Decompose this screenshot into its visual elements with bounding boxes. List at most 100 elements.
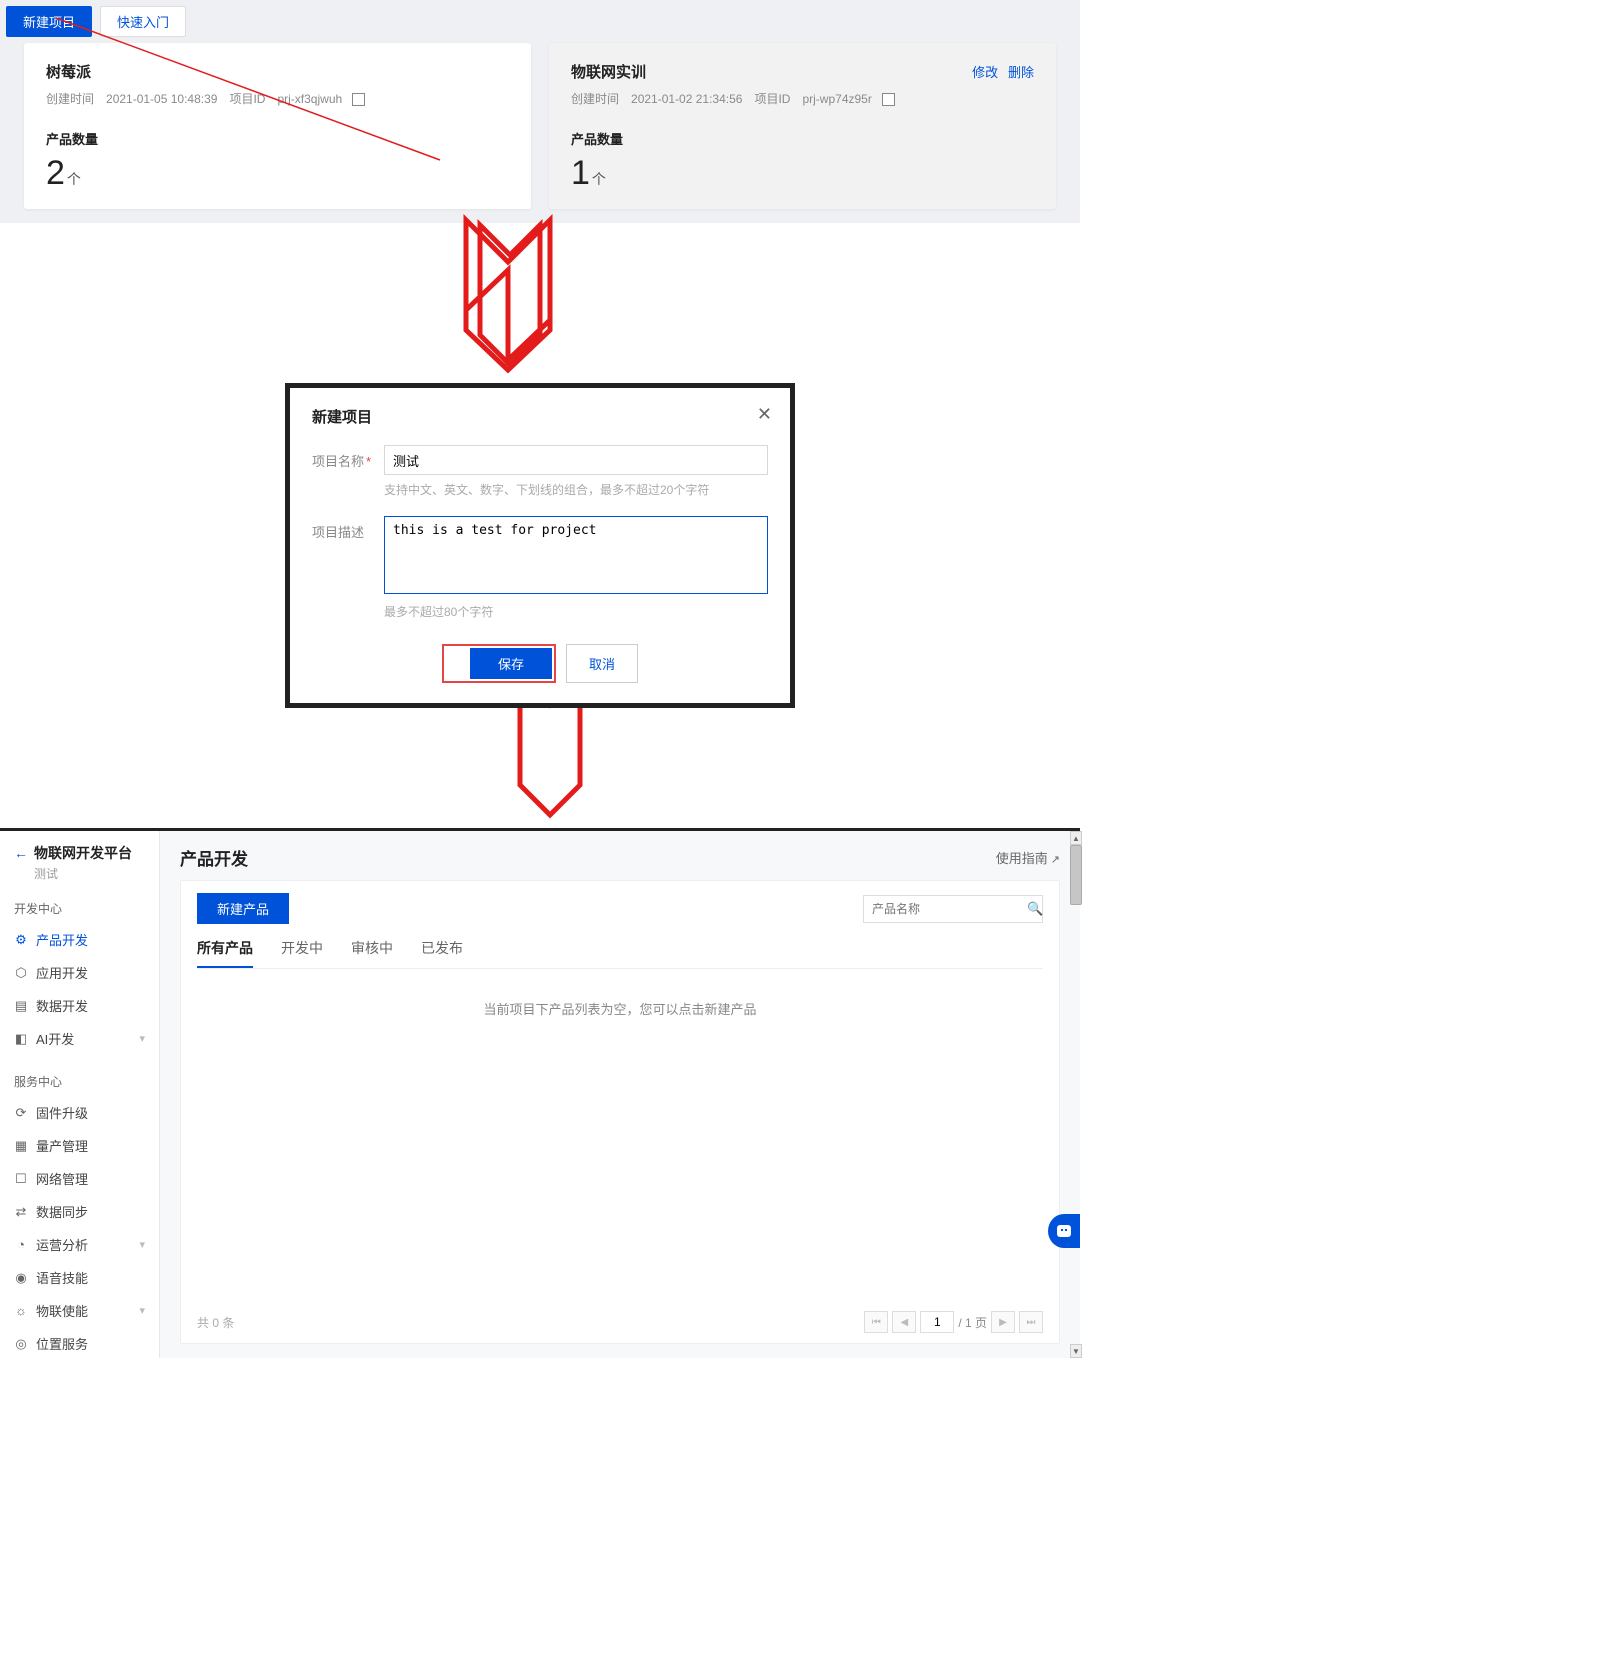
search-input[interactable] — [872, 902, 1027, 916]
page-prev-button[interactable]: ◀ — [892, 1311, 916, 1333]
sidebar-item[interactable]: ☐ 网络管理 — [0, 1162, 159, 1195]
pager: ⏮ ◀ / 1 页 ▶ ⏭ — [864, 1311, 1043, 1333]
sidebar-item[interactable]: ◔ 运营分析 ▾ — [0, 1228, 159, 1261]
main-area: 产品开发 使用指南↗ 新建产品 🔍 所有产品开发中审核中已发布 当前项目下产品列… — [160, 831, 1080, 1358]
nav-icon: ⇄ — [14, 1204, 28, 1220]
sidebar-item[interactable]: ▤数据开发 — [0, 989, 159, 1022]
nav-icon: ◔ — [14, 1237, 28, 1252]
page-first-button[interactable]: ⏮ — [864, 1311, 888, 1333]
product-count: 2 — [46, 154, 65, 192]
delete-link[interactable]: 删除 — [1008, 65, 1034, 80]
project-id: prj-xf3qjwuh — [277, 92, 342, 106]
nav-group-dev: 开发中心 — [0, 900, 159, 923]
project-title: 物联网实训 — [571, 61, 646, 82]
search-icon[interactable]: 🔍 — [1027, 901, 1043, 917]
nav-icon: ⬡ — [14, 965, 28, 981]
total-count: 0 — [212, 1316, 219, 1330]
project-id-label: 项目ID — [229, 90, 265, 107]
save-highlight-annotation: 保存 — [442, 644, 556, 683]
sidebar-item-label: 产品开发 — [36, 930, 88, 949]
edit-link[interactable]: 修改 — [972, 65, 998, 80]
external-link-icon: ↗ — [1051, 854, 1060, 866]
platform-subtitle: 测试 — [0, 863, 159, 882]
page-total: / 1 页 — [958, 1314, 987, 1331]
chevron-down-icon: ▾ — [139, 1032, 145, 1045]
sidebar-item-label: 量产管理 — [36, 1136, 88, 1155]
sidebar-item[interactable]: ⟳ 固件升级 — [0, 1096, 159, 1129]
created-label: 创建时间 — [46, 90, 94, 107]
platform-page: ← 物联网开发平台 测试 开发中心 ⚙产品开发⬡应用开发▤数据开发◧AI开发▾ … — [0, 828, 1080, 1358]
back-arrow-icon[interactable]: ← — [14, 845, 28, 861]
product-count: 1 — [571, 154, 590, 192]
sidebar-item[interactable]: ◉ 语音技能 — [0, 1261, 159, 1294]
projects-panel: 新建项目 快速入门 树莓派 创建时间 2021-01-05 10:48:39 项… — [0, 0, 1080, 223]
project-title: 树莓派 — [46, 61, 91, 82]
nav-icon: ☼ — [14, 1303, 28, 1318]
scroll-up-button[interactable]: ▲ — [1070, 831, 1082, 845]
product-tab[interactable]: 开发中 — [281, 938, 323, 968]
sidebar-item[interactable]: ⇄ 数据同步 — [0, 1195, 159, 1228]
product-count-label: 产品数量 — [46, 129, 509, 148]
page-last-button[interactable]: ⏭ — [1019, 1311, 1043, 1333]
total-unit: 条 — [222, 1316, 234, 1330]
product-tab[interactable]: 已发布 — [421, 938, 463, 968]
product-count-label: 产品数量 — [571, 129, 1034, 148]
close-icon[interactable]: ✕ — [757, 404, 772, 425]
page-title: 产品开发 — [180, 845, 248, 870]
project-card[interactable]: 树莓派 创建时间 2021-01-05 10:48:39 项目ID prj-xf… — [24, 43, 531, 209]
nav-icon: ▦ — [14, 1138, 28, 1154]
guide-link[interactable]: 使用指南↗ — [996, 848, 1060, 867]
created-label: 创建时间 — [571, 90, 619, 107]
modal-title: 新建项目 — [312, 406, 768, 427]
scrollbar[interactable]: ▲ ▼ — [1070, 831, 1084, 1358]
sidebar-item-label: AI开发 — [36, 1029, 74, 1048]
nav-icon: ☐ — [14, 1171, 28, 1187]
new-project-button[interactable]: 新建项目 — [6, 6, 92, 37]
created-time: 2021-01-02 21:34:56 — [631, 92, 742, 106]
desc-hint: 最多不超过80个字符 — [384, 603, 768, 620]
count-unit: 个 — [67, 171, 81, 187]
page-next-button[interactable]: ▶ — [991, 1311, 1015, 1333]
save-button[interactable]: 保存 — [470, 648, 552, 679]
nav-icon: ◎ — [14, 1336, 28, 1352]
sidebar-item-label: 物联使能 — [36, 1301, 88, 1320]
page-input[interactable] — [920, 1311, 954, 1333]
project-name-input[interactable] — [384, 445, 768, 475]
cancel-button[interactable]: 取消 — [566, 644, 638, 683]
scroll-thumb[interactable] — [1070, 845, 1082, 905]
created-time: 2021-01-05 10:48:39 — [106, 92, 217, 106]
project-card[interactable]: 物联网实训 修改 删除 创建时间 2021-01-02 21:34:56 项目I… — [549, 43, 1056, 209]
sidebar-item[interactable]: ◎ 位置服务 — [0, 1327, 159, 1360]
sidebar-item-label: 位置服务 — [36, 1334, 88, 1353]
nav-icon: ◧ — [14, 1031, 28, 1047]
sidebar-item-label: 固件升级 — [36, 1103, 88, 1122]
product-tab[interactable]: 所有产品 — [197, 938, 253, 968]
new-product-button[interactable]: 新建产品 — [197, 893, 289, 924]
chevron-down-icon: ▾ — [139, 1304, 145, 1317]
search-box: 🔍 — [863, 895, 1043, 923]
project-desc-input[interactable] — [384, 516, 768, 594]
copy-icon[interactable] — [884, 95, 895, 106]
nav-group-svc: 服务中心 — [0, 1073, 159, 1096]
total-label: 共 — [197, 1316, 209, 1330]
name-hint: 支持中文、英文、数字、下划线的组合，最多不超过20个字符 — [384, 481, 768, 498]
chevron-down-icon: ▾ — [139, 1238, 145, 1251]
side-nav: ← 物联网开发平台 测试 开发中心 ⚙产品开发⬡应用开发▤数据开发◧AI开发▾ … — [0, 831, 160, 1358]
sidebar-item[interactable]: ◧ AI开发 ▾ — [0, 1022, 159, 1055]
sidebar-item-label: 运营分析 — [36, 1235, 88, 1254]
sidebar-item-label: 网络管理 — [36, 1169, 88, 1188]
sidebar-item[interactable]: ⬡应用开发 — [0, 956, 159, 989]
sidebar-item[interactable]: ▦ 量产管理 — [0, 1129, 159, 1162]
quick-start-button[interactable]: 快速入门 — [100, 6, 186, 37]
project-id: prj-wp74z95r — [802, 92, 871, 106]
product-tab[interactable]: 审核中 — [351, 938, 393, 968]
sidebar-item[interactable]: ⚙产品开发 — [0, 923, 159, 956]
sidebar-item-label: 数据同步 — [36, 1202, 88, 1221]
platform-title: 物联网开发平台 — [34, 843, 132, 863]
sidebar-item-label: 语音技能 — [36, 1268, 88, 1287]
nav-icon: ⟳ — [14, 1105, 28, 1121]
nav-icon: ◉ — [14, 1270, 28, 1286]
sidebar-item[interactable]: ☼ 物联使能 ▾ — [0, 1294, 159, 1327]
copy-icon[interactable] — [354, 95, 365, 106]
scroll-down-button[interactable]: ▼ — [1070, 1344, 1082, 1358]
